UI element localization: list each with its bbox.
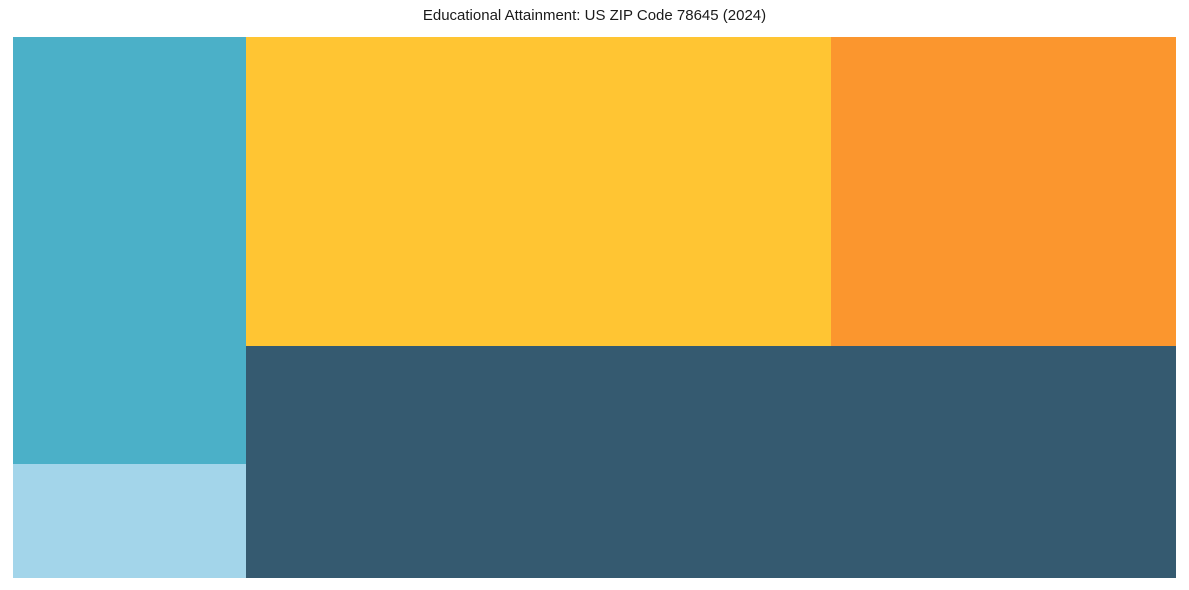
treemap-tile-high-school-graduate[interactable]: High school graduate (includes equivalen…: [13, 37, 246, 464]
treemap-tile-less-than-high-school[interactable]: Less than high school diploma: [13, 464, 246, 578]
treemap-tile-graduate-degree[interactable]: Graduate or professional degree: [831, 37, 1176, 346]
treemap-plot-area: High school graduate (includes equivalen…: [13, 37, 1176, 578]
treemap-tile-bachelors-degree[interactable]: Bachelor's degree: [246, 346, 1176, 578]
chart-title: Educational Attainment: US ZIP Code 7864…: [422, 7, 767, 24]
treemap-tile-some-college[interactable]: Some college or associate's degree: [246, 37, 831, 346]
